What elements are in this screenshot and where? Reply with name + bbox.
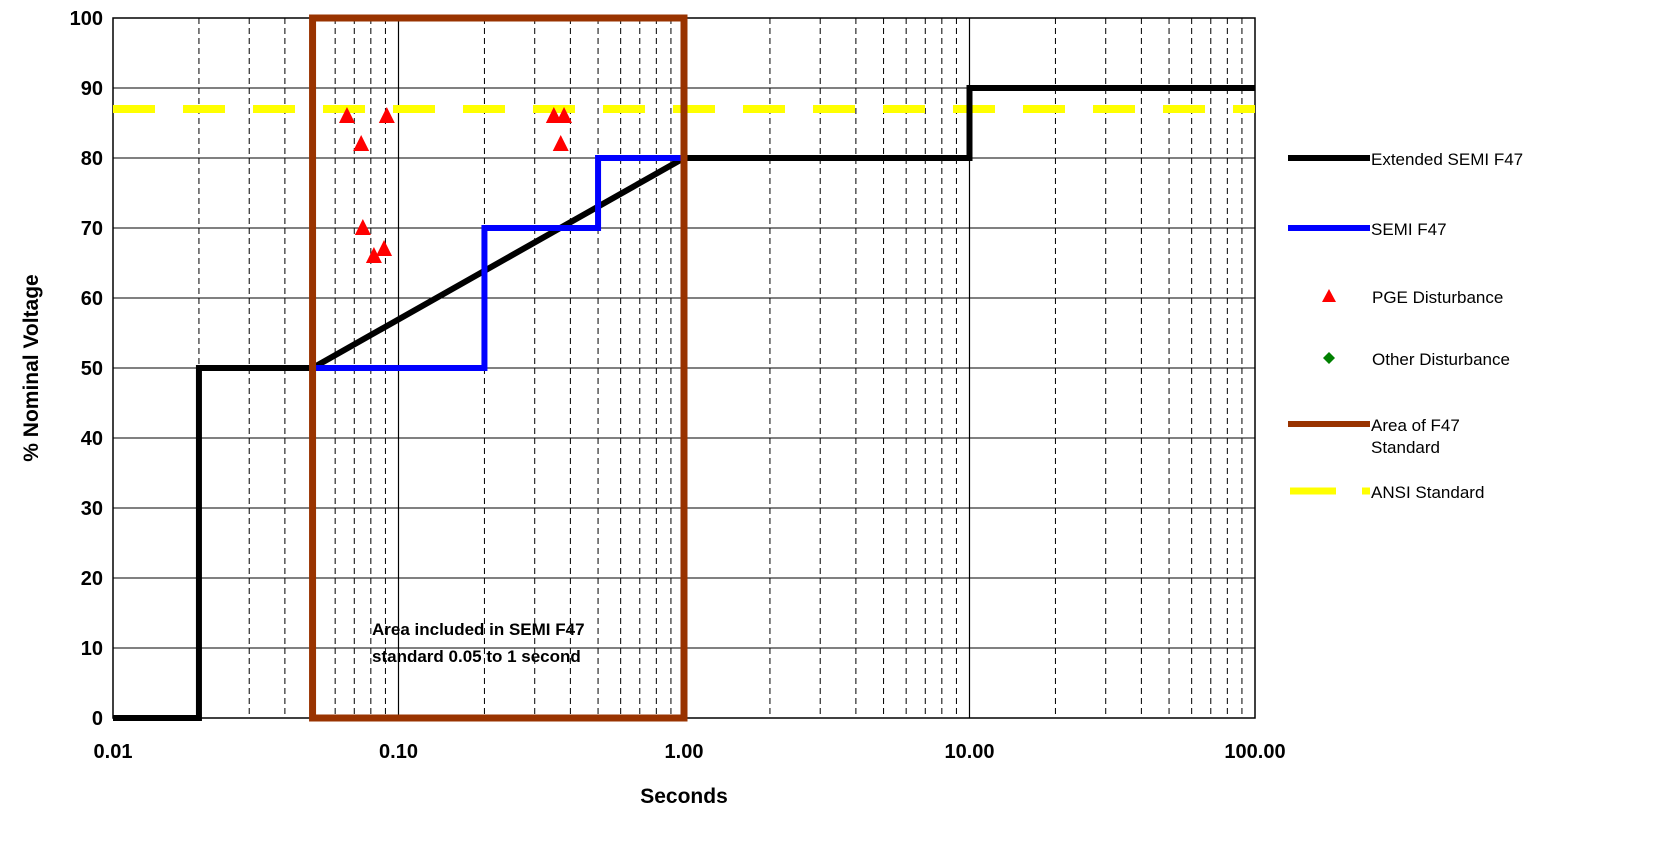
- legend-label: ANSI Standard: [1371, 483, 1484, 502]
- y-tick-label: 70: [81, 218, 103, 240]
- legend-label: SEMI F47: [1371, 220, 1447, 239]
- legend: Extended SEMI F47 SEMI F47 PGE Disturbance…: [1288, 150, 1523, 502]
- pge-disturbance-point: [378, 107, 395, 123]
- legend-label: Standard: [1371, 438, 1440, 457]
- x-tick-label: 0.10: [379, 741, 418, 763]
- y-tick-label: 60: [81, 288, 103, 310]
- legend-diamond-marker: [1323, 352, 1335, 364]
- legend-label: Area of F47: [1371, 416, 1460, 435]
- x-tick-label: 100.00: [1224, 741, 1285, 763]
- y-tick-label: 50: [81, 358, 103, 380]
- x-axis-title: Seconds: [640, 785, 728, 808]
- f47-area-rectangle: [309, 14, 688, 722]
- y-tick-label: 20: [81, 568, 103, 590]
- annotation-line-2: standard 0.05 to 1 second: [372, 647, 581, 666]
- legend-label: Extended SEMI F47: [1371, 150, 1523, 169]
- y-tick-label: 100: [70, 8, 103, 30]
- pge-disturbance-point: [338, 107, 355, 123]
- legend-label: Other Disturbance: [1372, 350, 1510, 369]
- tick-labels: 0 10 20 30 40 50 60 70 80 90 100 0.01 0.10 1.00 10.00 1…: [70, 8, 1286, 763]
- y-tick-label: 80: [81, 148, 103, 170]
- y-axis-title: % Nominal Voltage: [20, 274, 43, 461]
- pge-disturbance-point: [552, 135, 569, 151]
- f47-area-annotation: Area included in SEMI F47 standard 0.05 …: [372, 620, 585, 666]
- x-tick-label: 1.00: [665, 741, 704, 763]
- x-tick-label: 10.00: [944, 741, 994, 763]
- semi-f47-line: [312, 155, 684, 371]
- annotation-line-1: Area included in SEMI F47: [372, 620, 585, 639]
- y-tick-label: 10: [81, 638, 103, 660]
- y-tick-label: 40: [81, 428, 103, 450]
- y-tick-label: 30: [81, 498, 103, 520]
- pge-disturbance-point: [556, 107, 573, 123]
- pge-disturbance-point: [545, 107, 562, 123]
- extended-semi-f47-line: [113, 85, 1255, 721]
- pge-disturbance-point: [365, 247, 382, 263]
- y-tick-label: 0: [92, 708, 103, 730]
- y-tick-label: 90: [81, 78, 103, 100]
- series-layer: [113, 14, 1255, 722]
- pge-disturbance-point: [353, 135, 370, 151]
- pge-disturbance-point: [376, 240, 393, 256]
- pge-disturbance-point: [354, 219, 371, 235]
- x-tick-label: 0.01: [94, 741, 133, 763]
- legend-triangle-marker: [1322, 289, 1336, 302]
- legend-label: PGE Disturbance: [1372, 288, 1503, 307]
